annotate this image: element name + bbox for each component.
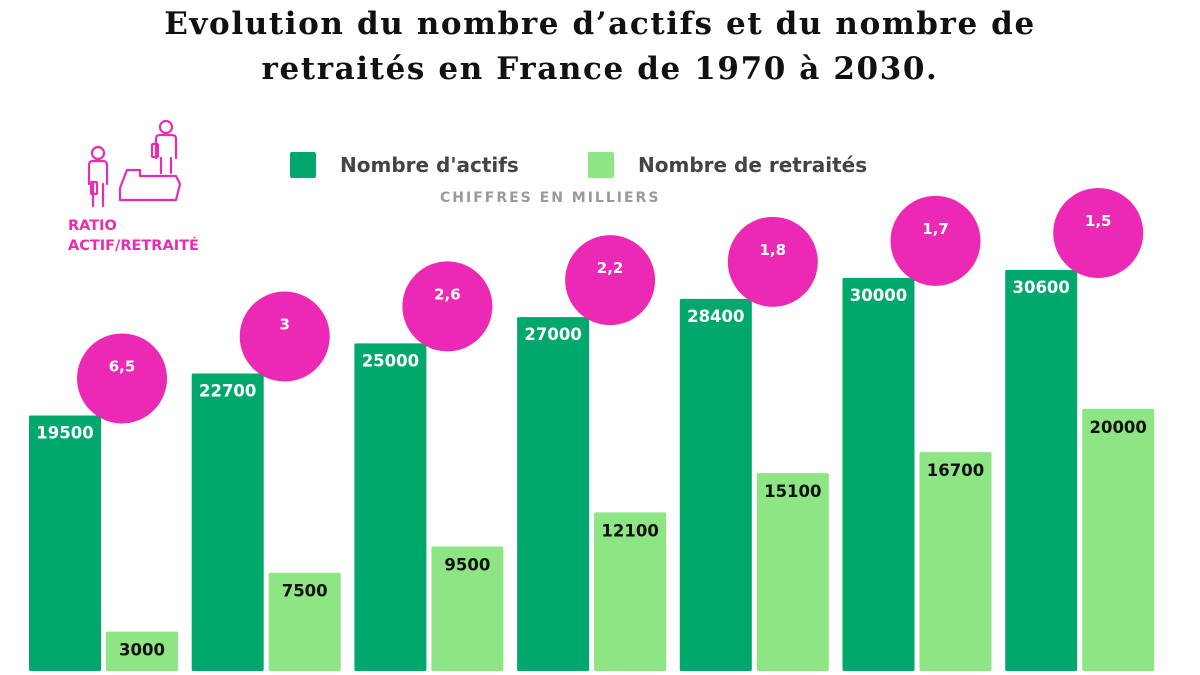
data-label-actifs: 19500 <box>36 423 93 442</box>
data-label-retraites: 7500 <box>282 582 328 601</box>
data-label-actifs: 30000 <box>850 286 907 305</box>
ratio-circle <box>565 235 656 326</box>
legend-label-actifs: Nombre d'actifs <box>340 153 519 177</box>
bar-retraites <box>919 452 992 671</box>
ratio-value: 3 <box>279 316 289 334</box>
data-label-retraites: 3000 <box>119 641 165 660</box>
ratio-value: 1,5 <box>1085 212 1112 230</box>
ratio-value: 1,8 <box>760 241 787 259</box>
bar-retraites <box>756 473 829 671</box>
chart-subtitle: CHIFFRES EN MILLIERS <box>440 190 661 206</box>
data-label-retraites: 16700 <box>927 461 984 480</box>
data-label-actifs: 27000 <box>524 325 581 344</box>
bar-actifs <box>354 343 427 671</box>
data-label-retraites: 15100 <box>764 482 821 501</box>
bar-actifs <box>517 317 590 671</box>
data-label-actifs: 30600 <box>1012 278 1069 297</box>
bar-actifs <box>679 298 752 671</box>
people-balance-icon <box>87 119 182 208</box>
ratio-value: 2,2 <box>597 259 624 277</box>
ratio-circle <box>727 216 818 307</box>
ratio-value: 6,5 <box>109 357 136 375</box>
ratio-circle <box>402 261 493 352</box>
ratio-circle <box>890 195 981 286</box>
data-label-actifs: 28400 <box>687 307 744 326</box>
chart-title: Evolution du nombre d’actifs et du nombr… <box>0 2 1200 92</box>
data-label-retraites: 9500 <box>444 556 490 575</box>
bar-retraites <box>431 546 504 671</box>
data-label-retraites: 20000 <box>1089 418 1146 437</box>
data-label-retraites: 12100 <box>601 521 658 540</box>
chart-title-line-1: Evolution du nombre d’actifs et du nombr… <box>164 6 1036 42</box>
ratio-circle <box>1053 188 1144 278</box>
bar-actifs <box>191 373 264 671</box>
bar-retraites <box>594 512 667 671</box>
ratio-circle <box>239 291 330 382</box>
bar-retraites <box>1082 408 1155 671</box>
data-label-actifs: 22700 <box>199 382 256 401</box>
legend-item-retraites: Nombre de retraités <box>588 148 867 182</box>
chart-title-line-2: retraités en France de 1970 à 2030. <box>261 51 939 87</box>
bar-actifs <box>29 415 101 671</box>
ratio-value: 1,7 <box>922 220 949 238</box>
ratio-value: 2,6 <box>434 285 461 303</box>
legend-swatch-retraites <box>588 152 614 178</box>
bar-actifs <box>1005 270 1078 671</box>
ratio-circle <box>77 333 167 424</box>
legend-swatch-actifs <box>290 152 316 178</box>
data-label-actifs: 25000 <box>362 351 419 370</box>
legend-label-retraites: Nombre de retraités <box>638 153 868 177</box>
legend-item-actifs: Nombre d'actifs <box>290 148 519 182</box>
ratio-label: RATIO ACTIF/RETRAITÉ <box>68 218 199 254</box>
bar-retraites <box>106 631 178 671</box>
bar-actifs <box>842 277 915 671</box>
bar-retraites <box>268 572 341 671</box>
